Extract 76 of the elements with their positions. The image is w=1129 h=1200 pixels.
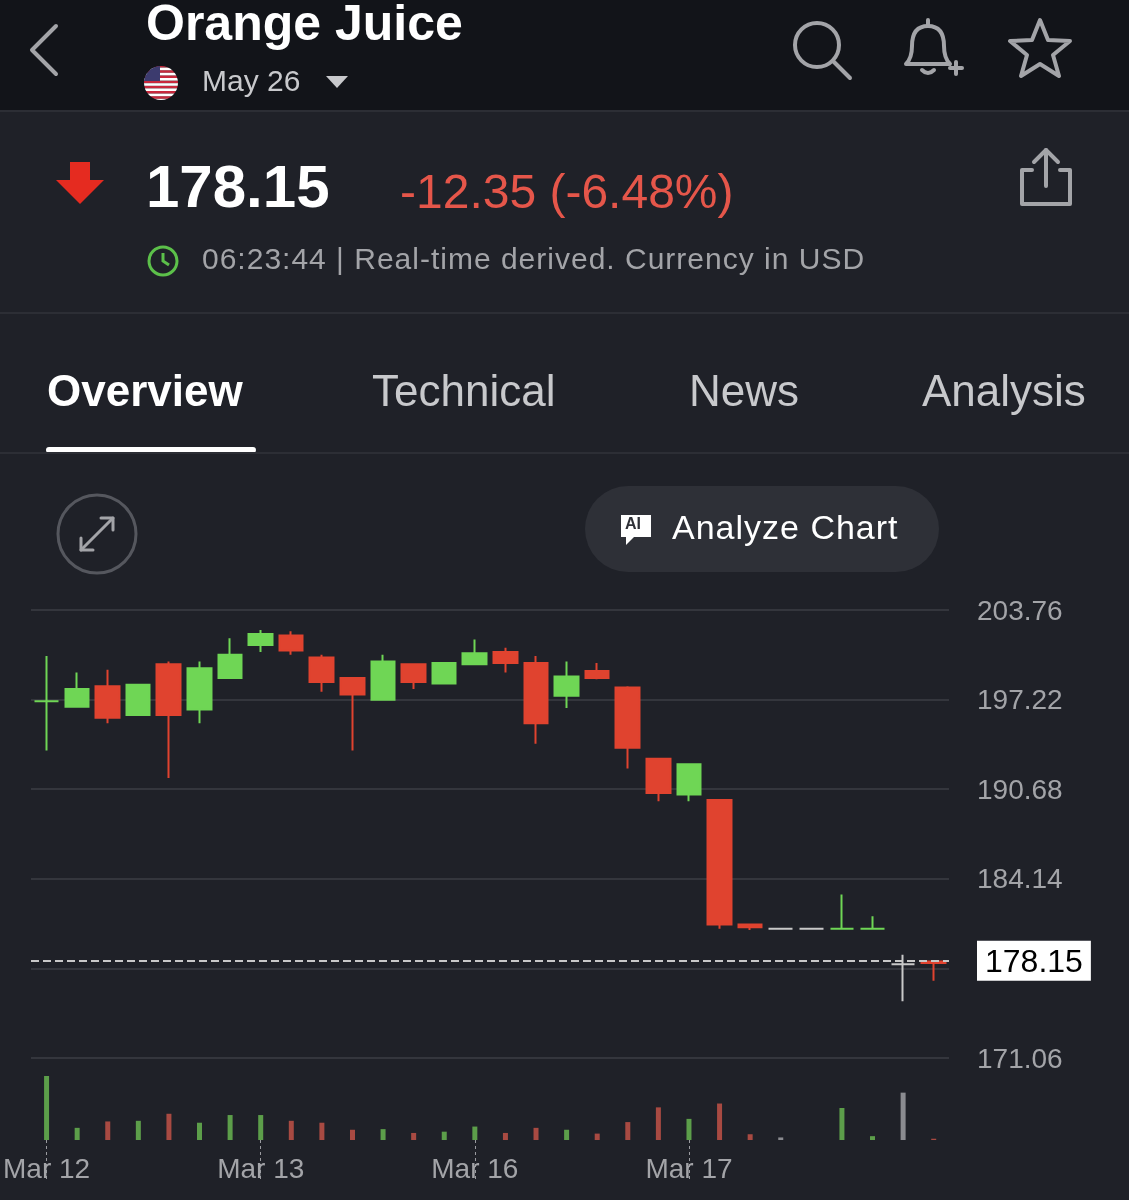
bar [166, 1113, 172, 1140]
candlestick [33, 655, 60, 752]
text: -12.35 (-6.48%) [400, 164, 734, 219]
bar [870, 1136, 876, 1140]
text: Analysis [922, 366, 1086, 416]
bar [44, 1076, 50, 1140]
x-tick-label: Mar 17 [645, 1152, 733, 1184]
candlestick [553, 660, 580, 710]
candlestick [308, 653, 335, 693]
x-tick-label: Mar 13 [217, 1152, 305, 1184]
text: Overview [47, 366, 243, 416]
y-tick-label: 190.68 [977, 773, 1063, 805]
text: Analyze Chart [672, 508, 899, 547]
candlestick [155, 660, 182, 779]
y-tick-label: 197.22 [977, 684, 1063, 716]
candlestick [186, 660, 213, 725]
candlestick [278, 630, 304, 656]
y-tick-label: 203.76 [977, 594, 1063, 626]
bar [625, 1122, 631, 1140]
bar [105, 1121, 111, 1140]
bar [655, 1107, 661, 1140]
candlestick [767, 927, 794, 930]
bar [135, 1120, 141, 1140]
bar [594, 1133, 600, 1140]
candlestick [125, 683, 151, 716]
bar [197, 1122, 203, 1140]
bar [441, 1131, 447, 1140]
bar [564, 1129, 570, 1140]
text: Technical [372, 366, 556, 416]
y-tick-label: 184.14 [977, 863, 1063, 895]
text: 178.15 [146, 152, 330, 221]
candlestick [798, 927, 825, 930]
candlestick [859, 915, 886, 930]
candlestick [370, 653, 396, 701]
bar [380, 1129, 386, 1140]
x-tick-label: Mar 16 [431, 1152, 519, 1184]
candlestick [829, 893, 855, 930]
candlestick [614, 685, 641, 770]
candlestick [584, 661, 610, 681]
bar [288, 1120, 294, 1140]
chart-subtitle: May 26 [202, 64, 301, 98]
candlestick [676, 763, 702, 803]
chat-bubble-icon: AI [618, 512, 654, 548]
candlestick [247, 629, 274, 653]
bar [319, 1122, 325, 1140]
candlestick [492, 646, 519, 674]
candlestick [217, 637, 243, 679]
bar [74, 1127, 80, 1140]
bar [472, 1126, 478, 1140]
candlestick [339, 676, 366, 752]
bar [502, 1132, 508, 1140]
bar [227, 1115, 233, 1140]
bar [778, 1137, 784, 1140]
bar [686, 1118, 692, 1140]
bar [717, 1103, 723, 1140]
candlestick [94, 668, 121, 725]
bar [411, 1132, 417, 1140]
candlestick [645, 757, 672, 803]
text: 06:23:44 | Real-time derived. Currency in USD [202, 242, 866, 276]
candlestick [64, 671, 90, 708]
candlestick [461, 638, 488, 666]
bar [900, 1092, 906, 1140]
bar [839, 1108, 845, 1140]
bar [533, 1127, 539, 1140]
chart-title: Orange Juice [146, 0, 463, 52]
y-tick-label: 171.06 [977, 1042, 1063, 1074]
ref-line-label: 178.15 [985, 942, 1083, 979]
text: News [689, 366, 800, 416]
bar [349, 1129, 355, 1140]
candlestick [706, 798, 733, 930]
bar [258, 1115, 264, 1140]
candlestick [400, 663, 427, 690]
candlestick [431, 661, 457, 685]
x-tick-label: Mar 12 [2, 1152, 91, 1184]
bar [747, 1134, 753, 1140]
candlestick [523, 655, 549, 745]
